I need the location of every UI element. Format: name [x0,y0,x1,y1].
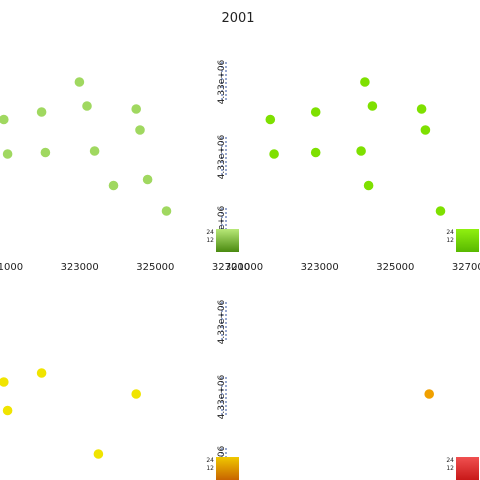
y-tick-label: 4.33e+06 [217,134,227,179]
data-point [74,77,85,87]
data-point [131,104,141,114]
x-tick-label: 321000 [225,262,263,273]
data-point [36,107,47,117]
data-point [0,377,9,387]
data-point [131,389,141,399]
legend-colorbar [216,457,239,480]
data-point [363,180,374,191]
data-point [161,206,172,216]
legend-colorbar [216,229,239,252]
data-point [36,368,47,378]
y-tick-label: 4.33e+06 [217,205,227,250]
data-point [367,101,378,111]
data-point [135,125,145,135]
data-point [265,114,276,125]
data-point [416,104,427,114]
x-tick-label: 323000 [301,262,339,273]
data-point [82,101,92,111]
y-tick-label: 4.33e+06 [217,59,227,104]
chart-title: 2001 [221,11,254,26]
x-tick-label: 327000 [452,262,480,273]
legend-tick-label: 24 [446,229,454,236]
legend-colorbar [456,229,479,252]
x-tick-label: 321000 [0,262,23,273]
y-tick-label: 4.33e+06 [217,299,227,344]
data-point [108,180,119,191]
data-point [142,174,153,185]
data-point [435,206,446,216]
data-point [360,77,370,87]
chart-panel: 321000 323000 325000 327000 4.33e+06 4.33e+06… [0,59,250,273]
legend-tick-label: 24 [206,229,214,236]
data-point [89,146,100,156]
chart-panels: 321000 323000 325000 327000 4.33e+06 4.33e+06… [0,59,480,480]
data-point [2,405,13,416]
data-point [310,147,321,158]
legend-tick-label: 12 [446,465,454,472]
data-point [93,449,104,459]
data-point [310,107,321,117]
legend-tick-label: 12 [206,237,214,244]
y-tick-label: 4.33e+06 [217,374,227,419]
data-point [269,149,279,159]
data-point [0,114,9,125]
x-tick-label: 323000 [61,262,99,273]
data-point [2,149,13,159]
legend-tick-label: 12 [446,237,454,244]
legend-tick-label: 24 [206,457,214,464]
data-point [424,389,435,399]
legend-colorbar [456,457,479,480]
data-point [40,147,51,158]
data-point [356,146,366,156]
x-tick-label: 327000 [212,262,250,273]
x-tick-label: 325000 [136,262,174,273]
x-tick-label: 325000 [376,262,414,273]
data-point [420,125,431,135]
legend-tick-label: 24 [446,457,454,464]
legend-tick-label: 12 [206,465,214,472]
